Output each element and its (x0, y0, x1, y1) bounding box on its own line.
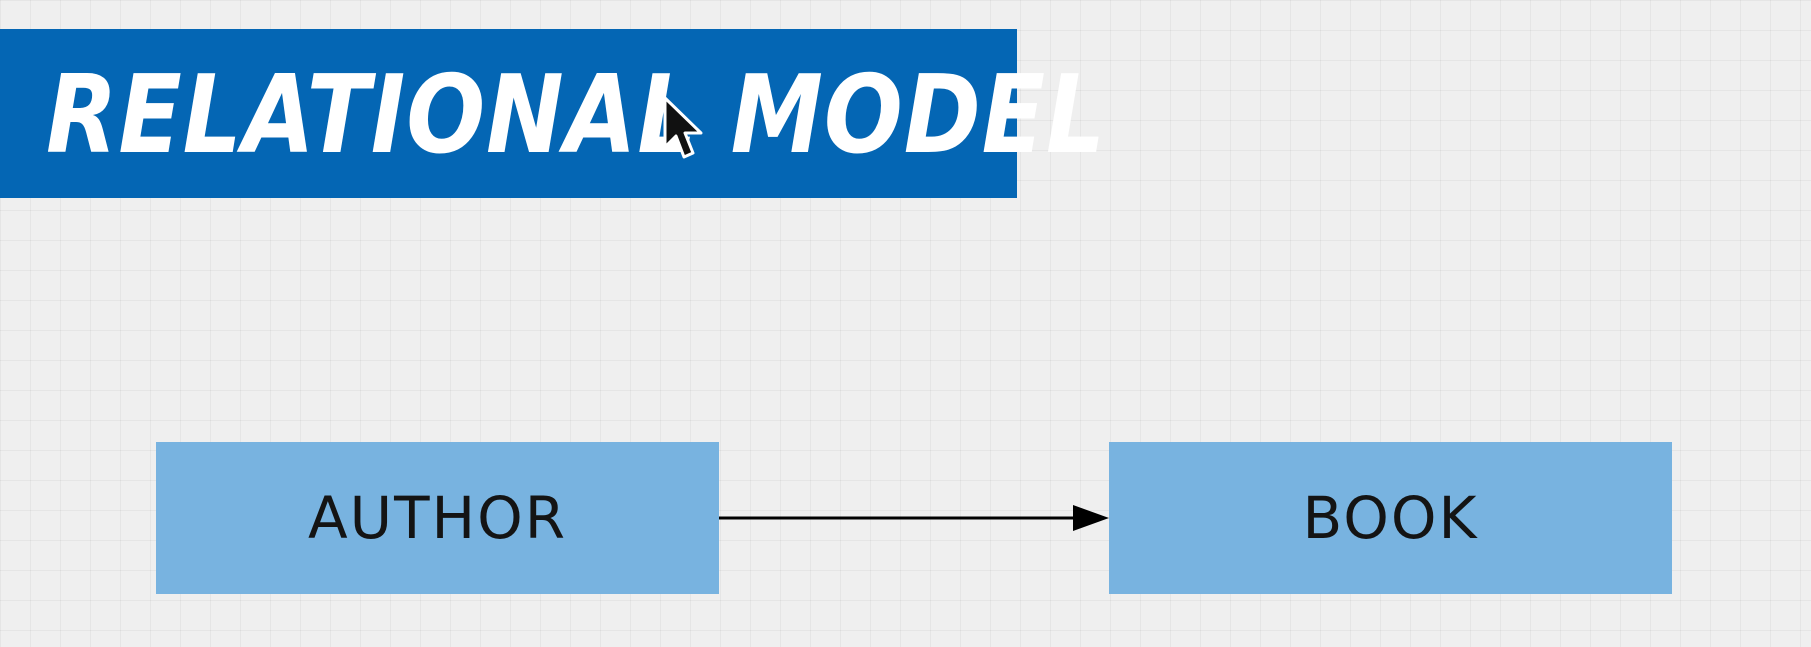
entity-book-label: BOOK (1302, 484, 1479, 552)
title-banner: RELATIONAL MODEL (0, 29, 1105, 198)
arrow-cursor-icon (663, 96, 703, 159)
entity-author[interactable]: AUTHOR (156, 442, 719, 594)
entity-author-label: AUTHOR (307, 484, 568, 552)
entity-book[interactable]: BOOK (1109, 442, 1672, 594)
relationship-arrow-head (1073, 505, 1109, 531)
page-title: RELATIONAL MODEL (46, 52, 1107, 178)
